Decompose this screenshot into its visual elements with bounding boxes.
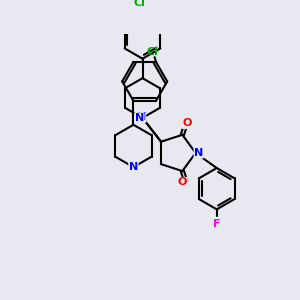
Text: N: N: [194, 148, 203, 158]
Text: Cl: Cl: [134, 0, 146, 8]
Text: O: O: [178, 178, 187, 188]
Text: N: N: [135, 113, 144, 123]
Text: F: F: [213, 219, 220, 229]
Text: Cl: Cl: [146, 47, 158, 57]
Text: N: N: [129, 162, 138, 172]
Text: N: N: [136, 112, 146, 122]
Text: O: O: [182, 118, 192, 128]
